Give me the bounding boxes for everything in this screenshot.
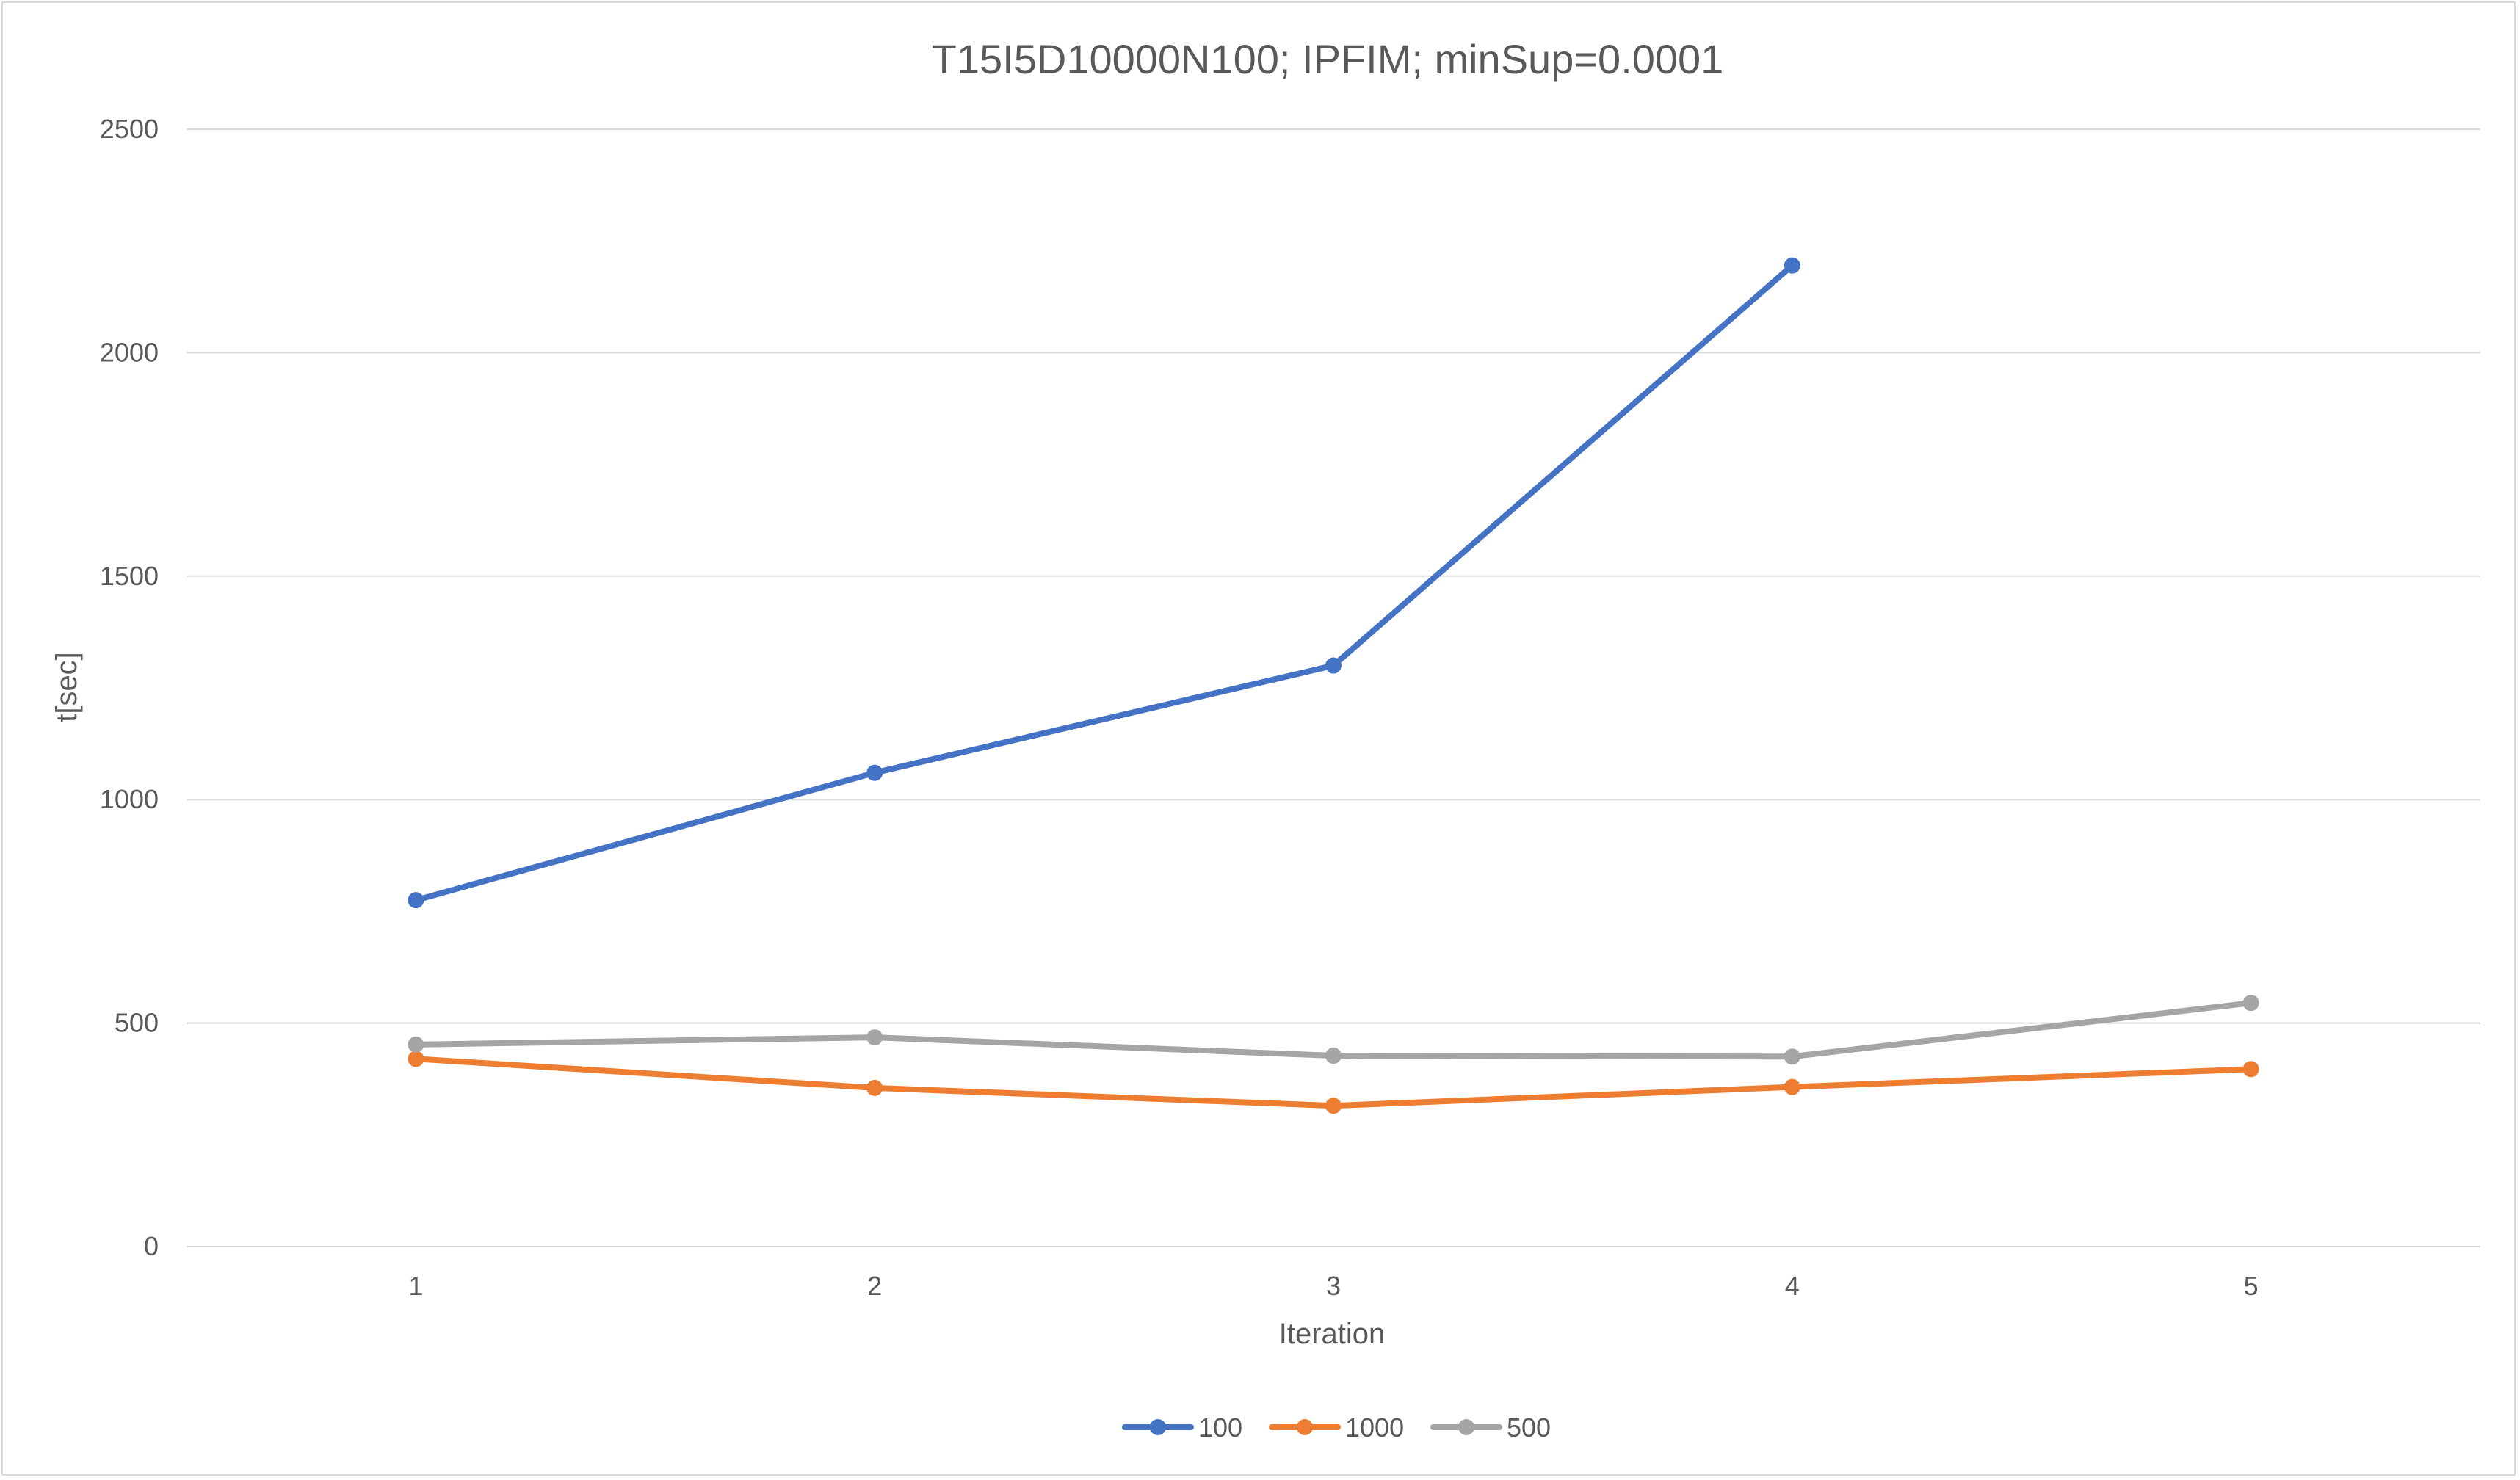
legend-marker: [1458, 1419, 1474, 1435]
data-point[interactable]: [1784, 257, 1800, 274]
y-tick-label: 2000: [100, 337, 159, 367]
legend-label: 1000: [1345, 1412, 1404, 1443]
x-axis-ticks: 1 2 3 4 5: [408, 1271, 2258, 1301]
y-tick-label: 500: [115, 1008, 159, 1038]
line-chart: T15I5D10000N100; IPFIM; minSup=0.0001 0 5…: [51, 36, 2480, 1443]
y-axis-title: t[sec]: [51, 652, 83, 722]
legend-marker: [1150, 1419, 1166, 1435]
data-point[interactable]: [408, 1036, 424, 1053]
y-axis-ticks: 0 500 1000 1500 2000 2500: [100, 114, 159, 1261]
legend-entry[interactable]: 1000: [1269, 1412, 1404, 1443]
legend-marker: [1297, 1419, 1313, 1435]
series-1000: [408, 1051, 2259, 1114]
y-tick-label: 0: [144, 1231, 159, 1261]
y-tick-label: 2500: [100, 114, 159, 144]
data-point[interactable]: [1784, 1078, 1800, 1095]
data-point[interactable]: [408, 1051, 424, 1067]
legend-entry[interactable]: 100: [1122, 1412, 1242, 1443]
data-point[interactable]: [1325, 657, 1342, 674]
data-point[interactable]: [866, 1029, 883, 1046]
x-tick-label: 3: [1326, 1271, 1341, 1301]
x-tick-label: 1: [408, 1271, 423, 1301]
series-line: [413, 262, 1795, 904]
gridlines: [187, 128, 2480, 1247]
y-tick-label: 1000: [100, 784, 159, 814]
data-point[interactable]: [866, 1079, 883, 1096]
series-lines: [408, 257, 2259, 1114]
y-tick-label: 1500: [100, 561, 159, 591]
data-point[interactable]: [2242, 995, 2259, 1012]
data-point[interactable]: [1325, 1098, 1342, 1114]
series-500: [408, 995, 2259, 1065]
x-tick-label: 5: [2244, 1271, 2259, 1301]
x-axis-title: Iteration: [1279, 1318, 1386, 1350]
series-100: [408, 257, 1800, 909]
legend-label: 500: [1507, 1412, 1551, 1443]
data-point[interactable]: [866, 764, 883, 781]
data-point[interactable]: [1325, 1048, 1342, 1064]
data-point[interactable]: [1784, 1048, 1800, 1065]
x-tick-label: 2: [867, 1271, 882, 1301]
data-point[interactable]: [408, 892, 424, 909]
legend-label: 100: [1198, 1412, 1242, 1443]
data-point[interactable]: [2242, 1061, 2259, 1078]
chart-title: T15I5D10000N100; IPFIM; minSup=0.0001: [932, 36, 1724, 82]
x-tick-label: 4: [1785, 1271, 1800, 1301]
legend-entry[interactable]: 500: [1430, 1412, 1551, 1443]
legend[interactable]: 100 1000 500: [1122, 1412, 1551, 1443]
